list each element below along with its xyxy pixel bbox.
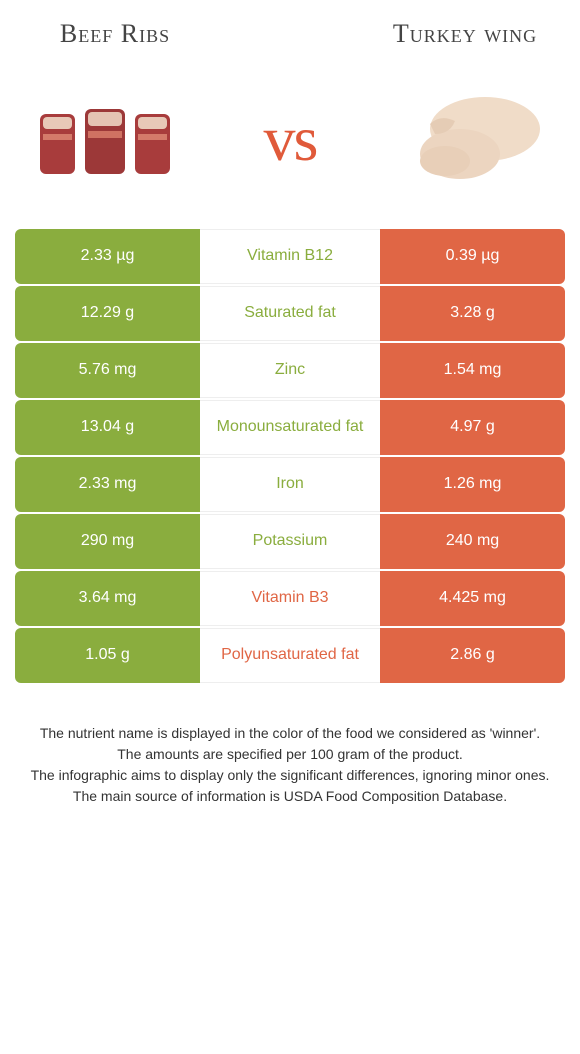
nutrient-row: 13.04 gMonounsaturated fat4.97 g — [15, 400, 565, 455]
turkey-wing-image — [390, 79, 555, 199]
right-food-title: Turkey wing — [375, 20, 555, 49]
footer-notes: The nutrient name is displayed in the co… — [15, 723, 565, 807]
images-row: vs — [15, 59, 565, 229]
beef-ribs-image — [25, 79, 190, 199]
nutrient-row: 12.29 gSaturated fat3.28 g — [15, 286, 565, 341]
nutrient-name: Vitamin B3 — [200, 571, 380, 626]
nutrient-table: 2.33 µgVitamin B120.39 µg12.29 gSaturate… — [15, 229, 565, 683]
right-value: 4.97 g — [380, 400, 565, 455]
right-value: 1.26 mg — [380, 457, 565, 512]
left-value: 12.29 g — [15, 286, 200, 341]
vs-label: vs — [264, 102, 317, 176]
right-value: 0.39 µg — [380, 229, 565, 284]
left-value: 13.04 g — [15, 400, 200, 455]
nutrient-name: Saturated fat — [200, 286, 380, 341]
left-value: 290 mg — [15, 514, 200, 569]
footer-line: The infographic aims to display only the… — [25, 765, 555, 786]
right-value: 1.54 mg — [380, 343, 565, 398]
left-value: 3.64 mg — [15, 571, 200, 626]
right-value: 2.86 g — [380, 628, 565, 683]
nutrient-name: Polyunsaturated fat — [200, 628, 380, 683]
nutrient-name: Monounsaturated fat — [200, 400, 380, 455]
header: Beef Ribs Turkey wing — [15, 20, 565, 59]
left-value: 2.33 µg — [15, 229, 200, 284]
nutrient-row: 290 mgPotassium240 mg — [15, 514, 565, 569]
footer-line: The amounts are specified per 100 gram o… — [25, 744, 555, 765]
nutrient-row: 3.64 mgVitamin B34.425 mg — [15, 571, 565, 626]
left-value: 1.05 g — [15, 628, 200, 683]
footer-line: The nutrient name is displayed in the co… — [25, 723, 555, 744]
left-value: 5.76 mg — [15, 343, 200, 398]
nutrient-name: Zinc — [200, 343, 380, 398]
nutrient-row: 2.33 mgIron1.26 mg — [15, 457, 565, 512]
right-value: 240 mg — [380, 514, 565, 569]
right-value: 3.28 g — [380, 286, 565, 341]
nutrient-name: Iron — [200, 457, 380, 512]
nutrient-name: Vitamin B12 — [200, 229, 380, 284]
nutrient-row: 5.76 mgZinc1.54 mg — [15, 343, 565, 398]
left-value: 2.33 mg — [15, 457, 200, 512]
footer-line: The main source of information is USDA F… — [25, 786, 555, 807]
right-value: 4.425 mg — [380, 571, 565, 626]
nutrient-name: Potassium — [200, 514, 380, 569]
left-food-title: Beef Ribs — [25, 20, 205, 49]
nutrient-row: 2.33 µgVitamin B120.39 µg — [15, 229, 565, 284]
nutrient-row: 1.05 gPolyunsaturated fat2.86 g — [15, 628, 565, 683]
